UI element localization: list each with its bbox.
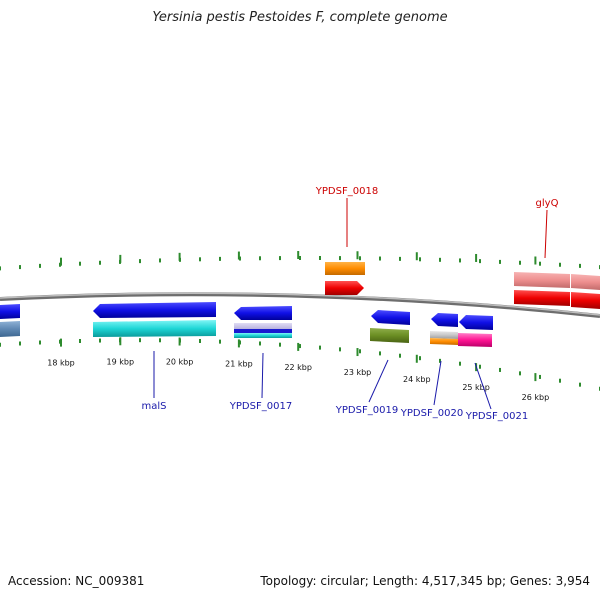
- axis-tick-label: 26 kbp: [522, 393, 550, 402]
- feature-left-steel-box[interactable]: [0, 321, 20, 337]
- axis-tick-label: 18 kbp: [47, 359, 75, 368]
- gene-label[interactable]: YPDSF_0017: [229, 401, 292, 412]
- gene-label[interactable]: glyQ: [536, 198, 559, 209]
- gene-leader-line: [368, 359, 389, 403]
- gene-leader-line: [433, 360, 442, 406]
- gene-leader-line: [474, 362, 492, 410]
- gene-label[interactable]: YPDSF_0019: [335, 405, 398, 416]
- feature-ypdsf-0018-arrow[interactable]: [325, 281, 364, 295]
- feature-ypdsf-0019-box[interactable]: [370, 328, 409, 343]
- inner-ticks: [0, 337, 600, 391]
- axis-tick-label: 25 kbp: [462, 383, 490, 392]
- genome-summary-text: Topology: circular; Length: 4,517,345 bp…: [260, 574, 590, 588]
- feature-ypdsf-0017-arrow[interactable]: [234, 306, 292, 320]
- gene-label[interactable]: YPDSF_0018: [315, 186, 378, 197]
- axis-tick-label: 23 kbp: [344, 368, 372, 377]
- feature-ypdsf-0021-box[interactable]: [458, 333, 492, 347]
- axis-tick-label: 21 kbp: [225, 359, 253, 368]
- feature-glyq-pink[interactable]: [514, 272, 600, 290]
- gene-label[interactable]: YPDSF_0021: [465, 411, 528, 422]
- feature-ypdsf-0020-arrow[interactable]: [431, 313, 458, 327]
- axis-labels: 18 kbp 19 kbp 20 kbp 21 kbp 22 kbp 23 kbp 24 k…: [47, 357, 549, 402]
- gene-label[interactable]: YPDSF_0020: [400, 408, 463, 419]
- feature-ypdsf-0019-arrow[interactable]: [371, 310, 410, 325]
- feature-mals-box[interactable]: [93, 320, 216, 337]
- axis-tick-label: 20 kbp: [166, 358, 194, 367]
- outer-ticks: [0, 251, 600, 271]
- feature-ypdsf-0020-box[interactable]: [430, 331, 458, 345]
- feature-ypdsf-0021-arrow[interactable]: [459, 315, 493, 330]
- gene-label[interactable]: malS: [142, 401, 167, 412]
- axis-tick-label: 22 kbp: [284, 363, 312, 372]
- feature-ypdsf-0017-box[interactable]: [234, 323, 292, 338]
- feature-left-blue-arrow[interactable]: [0, 304, 20, 319]
- gene-leader-line: [544, 209, 548, 259]
- axis-tick-label: 24 kbp: [403, 375, 431, 384]
- gene-leader-line: [261, 352, 264, 399]
- map-title: Yersinia pestis Pestoides F, complete ge…: [152, 10, 448, 25]
- feature-mals-arrow[interactable]: [93, 302, 216, 318]
- accession-text: Accession: NC_009381: [8, 574, 145, 588]
- genome-backbone: [0, 292, 600, 318]
- feature-glyq-arrow[interactable]: [514, 290, 600, 309]
- feature-orange-box[interactable]: [325, 262, 365, 275]
- axis-tick-label: 19 kbp: [107, 357, 135, 366]
